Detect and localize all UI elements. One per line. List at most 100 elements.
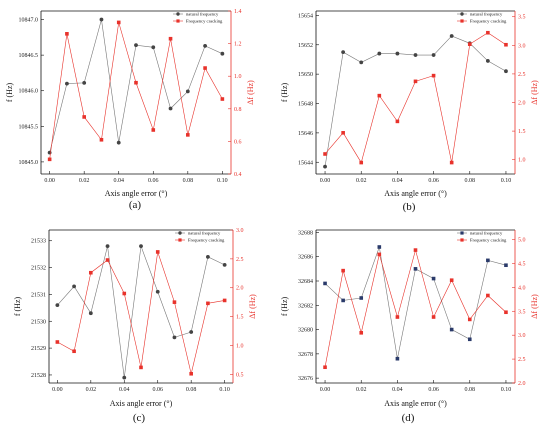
data-point xyxy=(449,327,454,332)
right-tick-label: 3.0 xyxy=(236,228,244,234)
chart-panel: 0.00 0.02 0.04 0.06 0.08 0.10 32676 32678 32680 3… xyxy=(280,229,539,424)
left-tick-label: 32676 xyxy=(298,376,313,382)
left-tick-label: 32680 xyxy=(298,328,313,334)
right-tick-label: 0.5 xyxy=(236,372,244,378)
data-point xyxy=(134,43,138,48)
data-point xyxy=(65,81,69,86)
data-point xyxy=(82,115,86,119)
x-tick-label: 0.00 xyxy=(44,178,55,184)
left-tick-label: 15648 xyxy=(298,102,313,108)
right-tick-label: 1.0 xyxy=(518,158,526,164)
data-point xyxy=(431,53,436,57)
right-tick-label: 2.0 xyxy=(518,381,526,387)
legend-marker xyxy=(460,12,464,16)
legend-label: natural frequency xyxy=(470,12,503,17)
data-point xyxy=(395,315,400,319)
panel-label: (d) xyxy=(402,412,415,424)
data-point xyxy=(431,276,436,281)
left-tick-label: 10846.5 xyxy=(19,53,39,59)
left-tick-label: 32686 xyxy=(298,255,313,261)
data-point xyxy=(486,258,490,263)
series-line xyxy=(49,19,223,153)
legend-label: natural frequency xyxy=(470,231,503,236)
x-tick-label: 0.00 xyxy=(320,178,331,184)
left-tick-label: 15652 xyxy=(298,43,313,49)
left-tick-label: 21529 xyxy=(31,346,46,352)
legend-marker xyxy=(178,238,182,242)
data-point xyxy=(377,245,382,249)
data-point xyxy=(122,375,127,380)
panel-label: (b) xyxy=(403,201,416,213)
x-tick-label: 0.02 xyxy=(79,178,90,184)
left-axis-title: f (Hz) xyxy=(13,297,22,317)
series-line xyxy=(57,251,225,374)
data-point xyxy=(486,293,490,298)
data-point xyxy=(395,356,400,361)
data-point xyxy=(139,365,143,370)
data-point xyxy=(65,32,69,36)
data-point xyxy=(323,164,327,169)
right-tick-label: 4.0 xyxy=(518,285,526,291)
right-tick-label: 2.5 xyxy=(518,357,526,363)
left-tick-label: 15644 xyxy=(298,160,313,166)
left-tick-label: 21531 xyxy=(31,292,46,298)
right-axis-title: Δf (Hz) xyxy=(248,294,257,319)
data-point xyxy=(47,157,52,162)
data-point xyxy=(72,284,76,289)
left-tick-label: 15654 xyxy=(298,13,313,19)
data-point xyxy=(504,310,508,315)
right-tick-label: 1.0 xyxy=(236,343,244,349)
legend-label: natural frequency xyxy=(186,12,219,17)
left-tick-label: 32682 xyxy=(298,303,313,309)
data-point xyxy=(203,66,207,70)
legend-label: natural frequency xyxy=(188,231,221,236)
right-tick-label: 3.5 xyxy=(518,309,526,315)
legend-label: Frequency cracking xyxy=(470,19,507,24)
data-point xyxy=(359,330,364,335)
data-point xyxy=(431,315,436,319)
left-tick-label: 21530 xyxy=(31,319,46,325)
right-tick-label: 3.0 xyxy=(518,43,526,49)
left-tick-label: 15650 xyxy=(298,72,313,78)
x-tick-label: 0.08 xyxy=(183,178,194,184)
data-point xyxy=(359,296,364,300)
data-point xyxy=(206,301,210,306)
right-tick-label: 1.0 xyxy=(234,74,242,80)
left-tick-label: 15646 xyxy=(298,131,313,137)
x-tick-label: 0.08 xyxy=(186,387,197,393)
data-point xyxy=(155,250,160,254)
legend-marker xyxy=(178,231,182,235)
data-point xyxy=(168,36,173,41)
left-tick-label: 10847.0 xyxy=(19,18,39,24)
right-tick-label: 2.0 xyxy=(518,101,526,107)
x-tick-label: 0.06 xyxy=(428,387,439,393)
left-tick-label: 21528 xyxy=(31,373,46,379)
legend-marker xyxy=(460,231,464,235)
data-point xyxy=(82,80,87,85)
chart-panel: 0.00 0.02 0.04 0.06 0.08 0.10 21528 21529 21530 2… xyxy=(13,228,257,424)
data-point xyxy=(323,281,327,286)
data-point xyxy=(377,51,382,56)
right-tick-label: 0.4 xyxy=(234,172,242,178)
right-axis-title: Δf (Hz) xyxy=(530,294,539,319)
left-tick-label: 10845.0 xyxy=(19,160,39,166)
left-tick-label: 10845.5 xyxy=(19,124,39,130)
data-point xyxy=(504,69,508,74)
right-tick-label: 1.5 xyxy=(518,129,526,135)
data-point xyxy=(220,51,225,56)
data-point xyxy=(172,335,177,340)
data-point xyxy=(186,133,190,137)
data-point xyxy=(89,270,93,275)
x-tick-label: 0.04 xyxy=(113,178,124,184)
x-tick-label: 0.00 xyxy=(320,387,331,393)
left-tick-label: 32688 xyxy=(298,230,313,236)
data-point xyxy=(151,128,156,132)
data-point xyxy=(88,311,93,316)
x-tick-label: 0.06 xyxy=(152,387,163,393)
x-axis-title: Axis angle error (°) xyxy=(384,189,447,198)
right-tick-label: 2.5 xyxy=(518,72,526,78)
data-point xyxy=(189,371,193,376)
legend-marker xyxy=(176,19,180,23)
panel-label: (c) xyxy=(133,412,146,424)
